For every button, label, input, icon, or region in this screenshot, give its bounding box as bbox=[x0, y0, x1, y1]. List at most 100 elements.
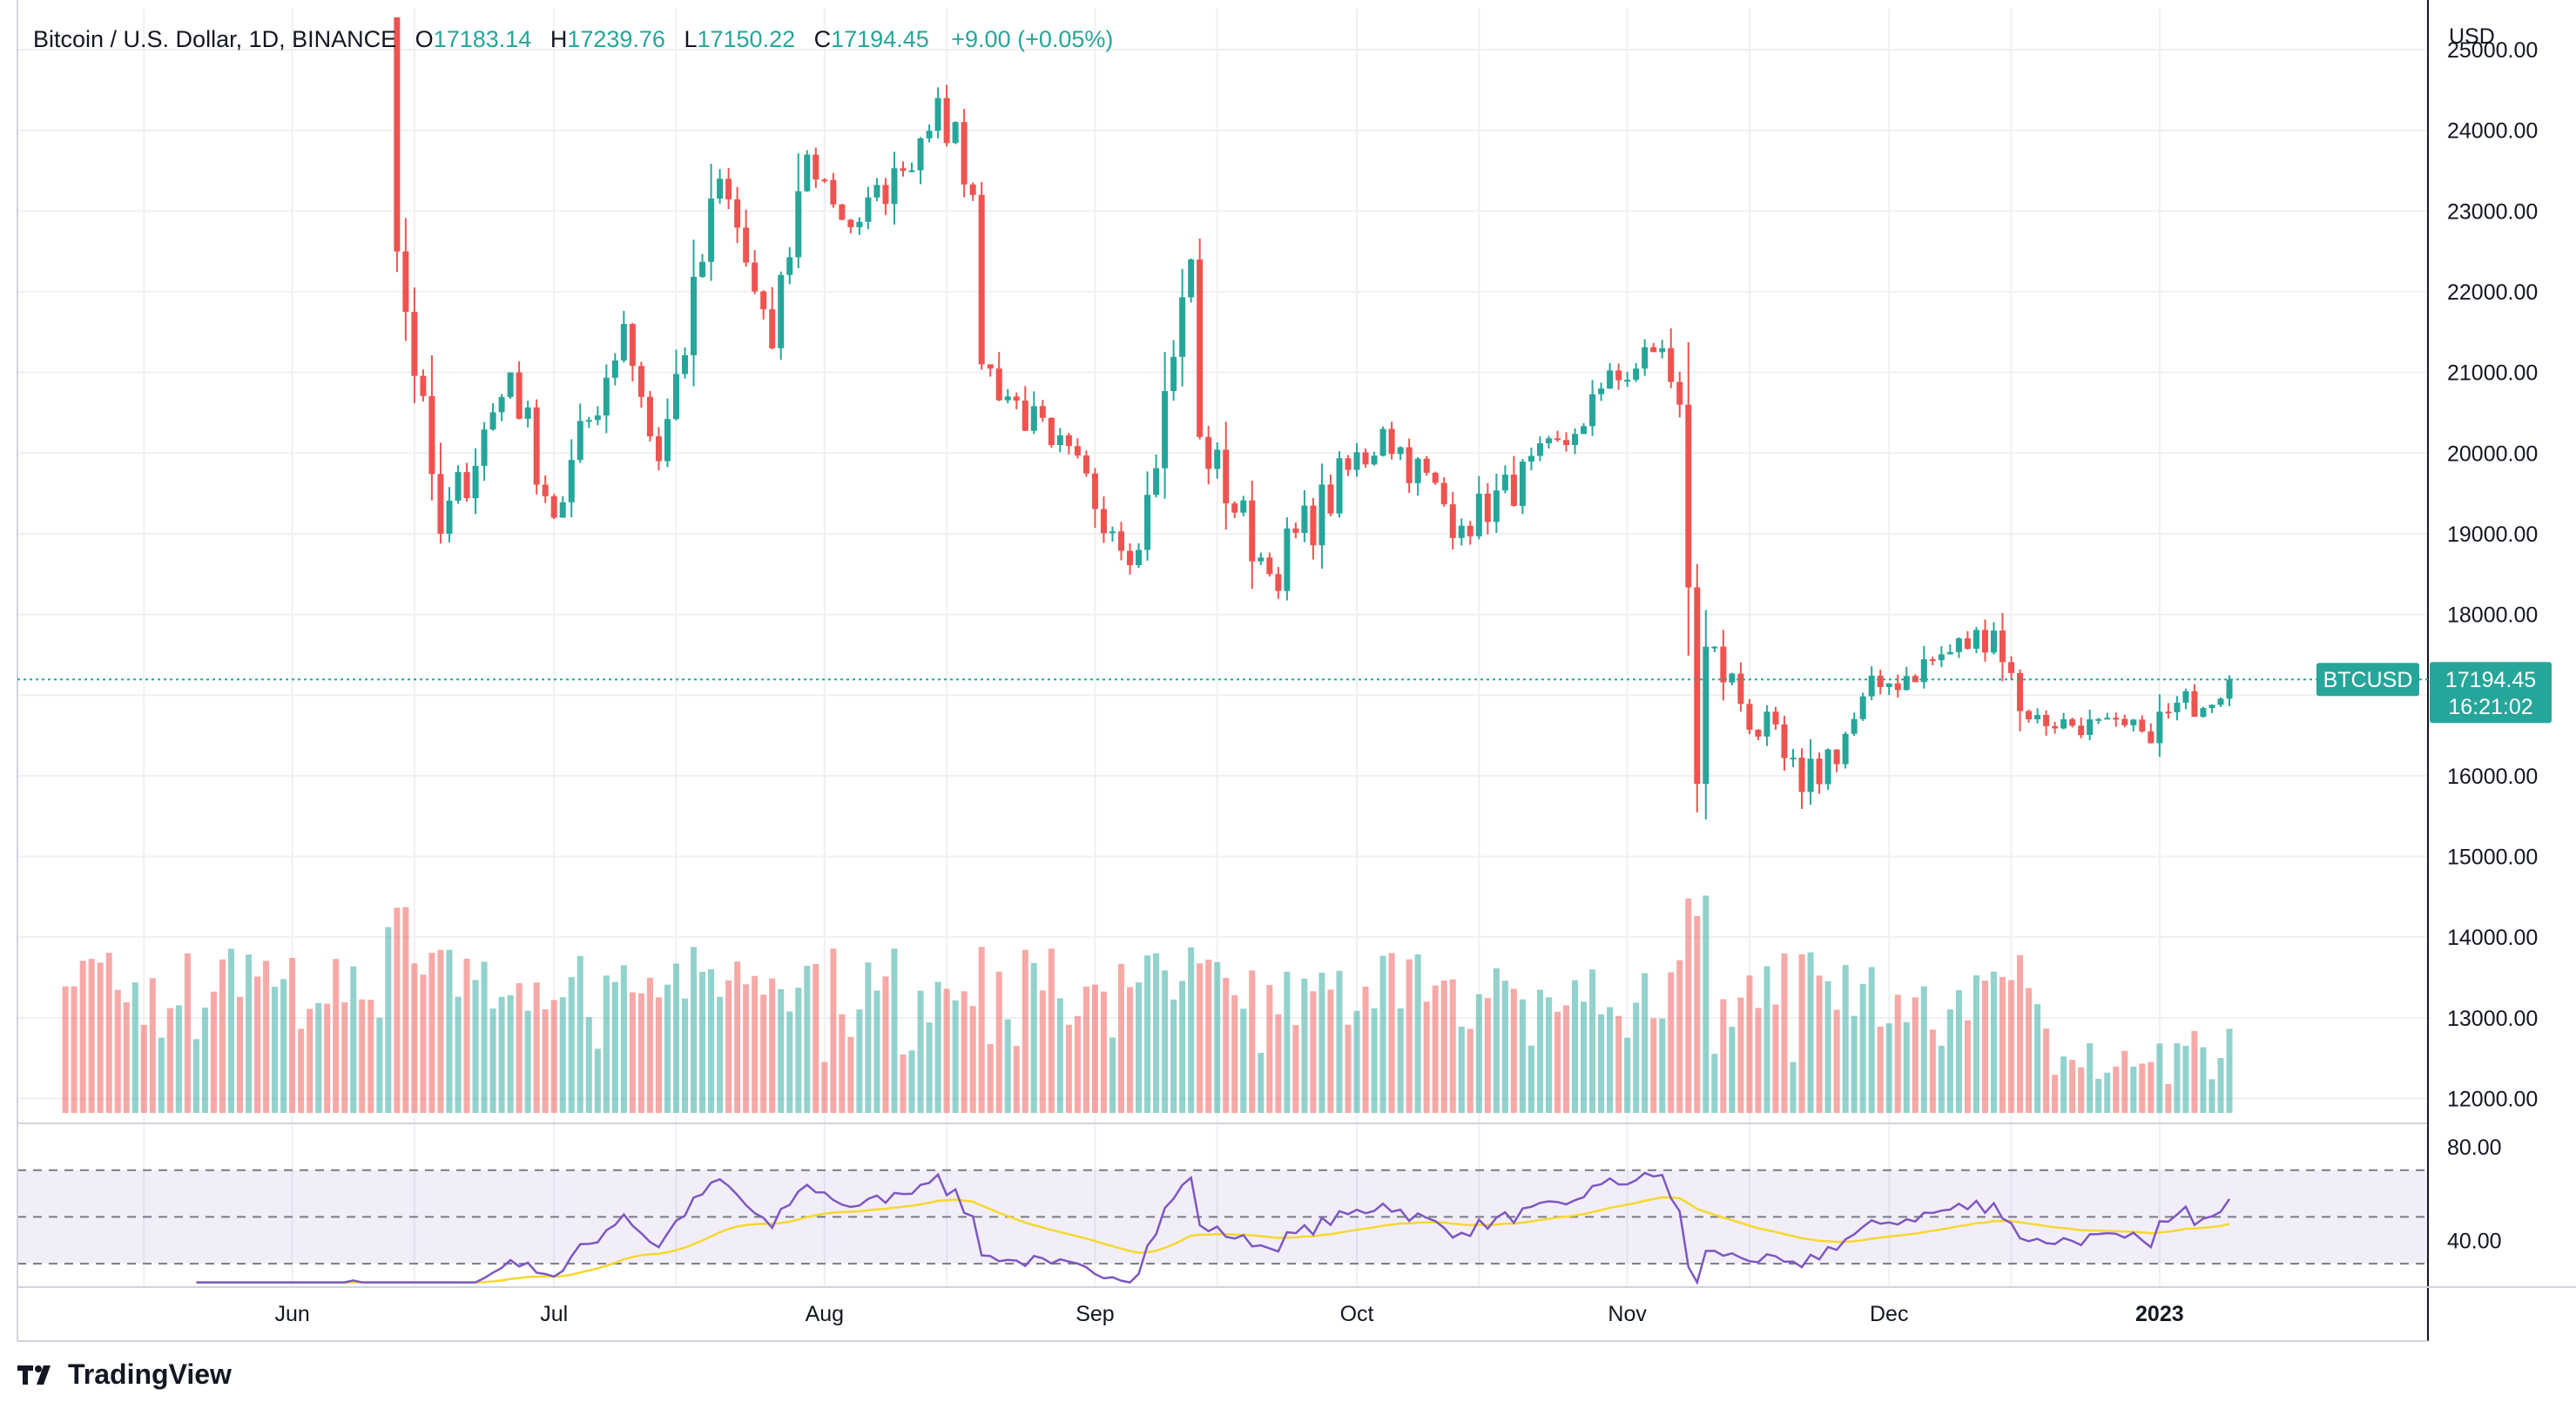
candle-body bbox=[1013, 396, 1020, 401]
candle-body bbox=[2087, 719, 2094, 736]
candle-body bbox=[2104, 718, 2111, 720]
volume-bar bbox=[1720, 999, 1727, 1113]
candle-body bbox=[1379, 428, 1386, 456]
volume-bar bbox=[368, 1000, 374, 1113]
volume-bar bbox=[1877, 1026, 1884, 1113]
candle-body bbox=[664, 419, 671, 462]
volume-bar bbox=[97, 962, 104, 1113]
volume-bar bbox=[847, 1036, 854, 1113]
volume-bar bbox=[1581, 1001, 1588, 1113]
volume-bar bbox=[280, 979, 287, 1113]
volume-bar bbox=[1117, 963, 1125, 1113]
candle-body bbox=[455, 472, 462, 501]
candle-body bbox=[420, 375, 427, 396]
candle-body bbox=[1615, 370, 1622, 381]
volume-bar bbox=[725, 980, 732, 1113]
candle-body bbox=[1737, 673, 1744, 704]
candle-body bbox=[2121, 718, 2128, 725]
volume-bar bbox=[1214, 961, 1221, 1113]
candle-body bbox=[1310, 505, 1317, 546]
volume-bar bbox=[272, 987, 279, 1113]
time-tick-label: Jun bbox=[274, 1302, 309, 1326]
volume-bar bbox=[2217, 1058, 2224, 1113]
candle-body bbox=[917, 138, 924, 171]
volume-bar bbox=[210, 991, 217, 1113]
candle-body bbox=[629, 324, 636, 367]
volume-bar bbox=[1729, 1027, 1736, 1113]
volume-bar bbox=[1894, 994, 1901, 1113]
candle-body bbox=[804, 154, 811, 192]
volume-bar bbox=[227, 948, 234, 1113]
candle-body bbox=[2148, 731, 2155, 744]
volume-bar bbox=[498, 996, 505, 1113]
candle-body bbox=[1082, 455, 1089, 474]
candle-body bbox=[1633, 368, 1640, 381]
volume-bar bbox=[1851, 1015, 1858, 1113]
candle-body bbox=[1659, 347, 1666, 353]
volume-bar bbox=[856, 1009, 863, 1113]
volume-bar bbox=[1816, 975, 1823, 1113]
candle-body bbox=[1527, 455, 1534, 462]
tradingview-brand[interactable]: TradingView bbox=[17, 1358, 232, 1391]
volume-bar bbox=[489, 1008, 496, 1113]
candle-body bbox=[1510, 475, 1517, 506]
volume-bar bbox=[1737, 997, 1744, 1113]
candle-body bbox=[1258, 557, 1264, 562]
volume-bar bbox=[472, 980, 479, 1113]
volume-bar bbox=[192, 1039, 199, 1113]
candle-body bbox=[1231, 503, 1238, 513]
price-tick-label: 13000.00 bbox=[2447, 1007, 2538, 1031]
volume-bar bbox=[1536, 989, 1543, 1113]
price-tick-label: 21000.00 bbox=[2447, 361, 2538, 386]
volume-bar bbox=[307, 1008, 314, 1113]
tradingview-logo-icon bbox=[17, 1365, 51, 1385]
candle-body bbox=[961, 122, 968, 185]
volume-bar bbox=[2174, 1043, 2181, 1113]
volume-bar bbox=[1205, 959, 1212, 1113]
candle-body bbox=[795, 191, 802, 258]
candle-body bbox=[620, 324, 627, 361]
candle-body bbox=[752, 262, 759, 292]
volume-bar bbox=[961, 991, 968, 1113]
price-tick-label: 14000.00 bbox=[2447, 926, 2538, 950]
volume-bar bbox=[1659, 1018, 1666, 1113]
time-tick-label: Dec bbox=[1870, 1302, 1908, 1326]
candle-body bbox=[1432, 472, 1439, 483]
volume-bar bbox=[166, 1008, 173, 1113]
candle-body bbox=[542, 484, 549, 496]
volume-bar bbox=[1292, 1025, 1299, 1113]
volume-bar bbox=[2113, 1066, 2120, 1113]
volume-bar bbox=[1388, 953, 1395, 1113]
candle-body bbox=[1833, 749, 1840, 765]
volume-bar bbox=[428, 953, 435, 1113]
candle-body bbox=[969, 184, 976, 195]
volume-bar bbox=[691, 947, 698, 1113]
candle-body bbox=[2182, 691, 2189, 703]
candle-body bbox=[2191, 691, 2198, 718]
price-tick-label: 25000.00 bbox=[2447, 38, 2538, 63]
volume-bar bbox=[1598, 1014, 1605, 1113]
volume-bar bbox=[201, 1008, 208, 1113]
volume-bar bbox=[79, 961, 86, 1113]
volume-bar bbox=[1379, 955, 1386, 1113]
volume-bar bbox=[743, 984, 750, 1113]
price-tick-label: 15000.00 bbox=[2447, 846, 2538, 870]
high-value: 17239.76 bbox=[567, 26, 665, 52]
candle-body bbox=[952, 122, 959, 144]
volume-bar bbox=[1030, 962, 1037, 1113]
candle-body bbox=[2226, 679, 2233, 699]
volume-bar bbox=[1798, 954, 1805, 1113]
candle-body bbox=[1449, 504, 1456, 538]
volume-bar bbox=[1362, 987, 1369, 1113]
candle-body bbox=[1868, 675, 1875, 697]
volume-bar bbox=[1633, 1002, 1640, 1113]
volume-bar bbox=[1127, 987, 1134, 1113]
candle-body bbox=[2060, 718, 2067, 729]
volume-bar bbox=[873, 990, 880, 1113]
price-tick-label: 24000.00 bbox=[2447, 119, 2538, 144]
candle-body bbox=[472, 465, 479, 499]
candle-body bbox=[1056, 435, 1063, 446]
volume-bar bbox=[455, 996, 462, 1113]
volume-bar bbox=[263, 961, 270, 1113]
